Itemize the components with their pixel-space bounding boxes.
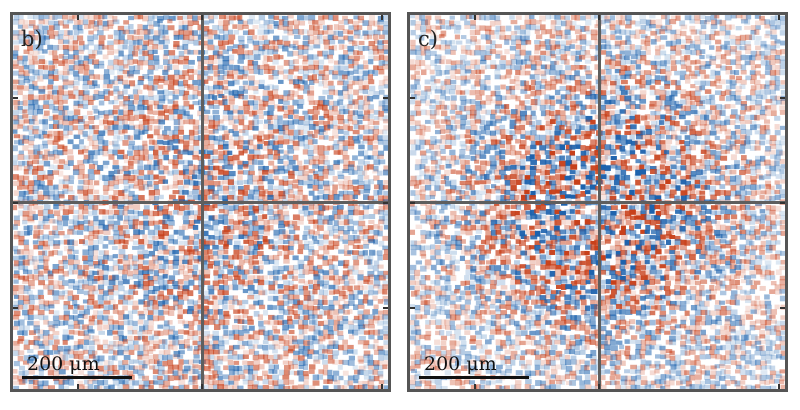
tick-mark [473,384,476,389]
tick-mark [780,202,785,204]
tick-mark [13,202,18,204]
tick-mark [13,306,18,309]
tick-mark [410,97,415,100]
tick-mark [13,97,18,100]
tick-mark [383,306,388,309]
tick-mark [200,15,203,20]
tick-mark [76,384,79,389]
tick-mark [410,306,415,309]
tick-mark [383,202,388,204]
tick-mark [777,15,780,20]
tick-mark [597,15,600,20]
panel-label: c) [418,27,438,51]
tick-mark [473,15,476,20]
scalebar-label: 200 μm [424,353,497,375]
speckle-field-b [13,15,388,389]
tick-mark [76,15,79,20]
crosshair-horizontal [13,201,388,204]
tick-mark [597,384,600,389]
scalebar-line [22,376,132,379]
tick-mark [383,97,388,100]
tick-mark [380,384,383,389]
tick-mark [777,384,780,389]
panel-b: b) 200 μm [10,12,391,392]
scalebar-line [419,376,529,379]
tick-mark [780,306,785,309]
speckle-field-c [410,15,785,389]
crosshair-horizontal [410,201,785,204]
tick-mark [200,384,203,389]
panel-label: b) [21,27,43,51]
scalebar-label: 200 μm [27,353,100,375]
tick-mark [780,97,785,100]
tick-mark [380,15,383,20]
tick-mark [410,202,415,204]
panel-c: c) 200 μm [407,12,788,392]
